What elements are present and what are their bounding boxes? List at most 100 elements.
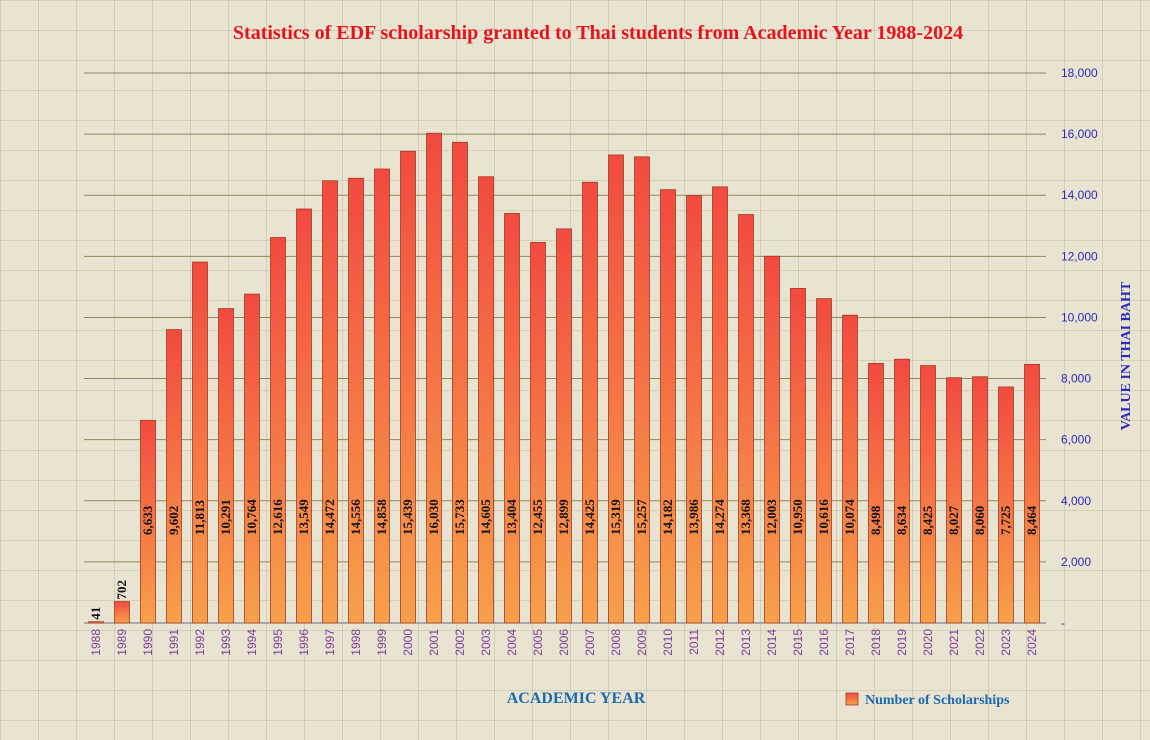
bar xyxy=(218,308,234,624)
bar xyxy=(634,156,650,624)
y-tick-label: 6,000 xyxy=(1061,433,1091,447)
data-label: 8,425 xyxy=(920,505,935,535)
y-tick-label: 18,000 xyxy=(1061,66,1098,80)
legend: Number of Scholarships xyxy=(845,692,1010,708)
bar xyxy=(608,154,624,624)
x-tick-label: 1991 xyxy=(167,629,181,656)
x-tick-label: 2022 xyxy=(973,629,987,656)
bar xyxy=(738,214,754,624)
x-tick-label: 2013 xyxy=(739,629,753,656)
bar xyxy=(868,362,884,624)
x-tick-label: 1990 xyxy=(141,629,155,656)
x-tick-label: 1988 xyxy=(89,629,103,656)
bar xyxy=(348,177,364,624)
data-label: 13,986 xyxy=(686,499,701,535)
bar xyxy=(478,176,494,624)
x-tick-label: 2003 xyxy=(479,629,493,656)
bar xyxy=(504,213,520,624)
y-tick-label: 10,000 xyxy=(1061,310,1098,324)
bar xyxy=(920,365,936,624)
data-label: 13,404 xyxy=(504,499,519,535)
y-tick-label: - xyxy=(1061,616,1065,630)
data-label: 8,027 xyxy=(946,505,961,535)
data-label: 10,616 xyxy=(816,499,831,535)
x-tick-label: 2016 xyxy=(817,629,831,656)
x-tick-label: 2015 xyxy=(791,629,805,656)
data-label: 11,813 xyxy=(192,499,207,535)
data-label: 15,733 xyxy=(452,499,467,535)
data-label: 12,003 xyxy=(764,499,779,535)
data-label: 6,633 xyxy=(140,505,155,535)
data-label: 10,074 xyxy=(842,499,857,535)
bar xyxy=(1024,363,1040,624)
data-label: 10,764 xyxy=(244,499,259,535)
x-tick-label: 2004 xyxy=(505,629,519,656)
data-label: 8,634 xyxy=(894,505,909,535)
y-tick-label: 16,000 xyxy=(1061,127,1098,141)
x-tick-label: 2000 xyxy=(401,629,415,656)
x-tick-label: 2011 xyxy=(687,629,701,655)
x-tick-label: 2006 xyxy=(557,629,571,656)
x-tick-label: 2010 xyxy=(661,629,675,656)
x-tick-label: 2019 xyxy=(895,629,909,656)
bar xyxy=(712,186,728,624)
bar xyxy=(582,181,598,624)
y-tick-label: 8,000 xyxy=(1061,372,1091,386)
data-label: 15,439 xyxy=(400,499,415,535)
x-tick-label: 2005 xyxy=(531,629,545,656)
data-label: 14,425 xyxy=(582,499,597,535)
y-tick-label: 14,000 xyxy=(1061,188,1098,202)
data-label: 14,858 xyxy=(374,499,389,535)
bar xyxy=(764,255,780,624)
data-label: 13,549 xyxy=(296,499,311,535)
x-tick-label: 2014 xyxy=(765,629,779,656)
x-tick-label: 1989 xyxy=(115,629,129,656)
x-tick-label: 2001 xyxy=(427,629,441,656)
bar xyxy=(166,329,182,624)
x-tick-label: 1999 xyxy=(375,629,389,656)
y-tick-labels: - 2,000 4,000 6,000 8,000 10,000 12,000 14,000 1… xyxy=(1061,66,1098,630)
x-tick-label: 1993 xyxy=(219,629,233,656)
bar xyxy=(894,358,910,624)
bar xyxy=(192,261,208,624)
bar xyxy=(88,621,104,624)
legend-label: Number of Scholarships xyxy=(865,693,1010,708)
data-label: 16,030 xyxy=(426,499,441,535)
legend-swatch xyxy=(845,692,859,706)
data-label: 8,464 xyxy=(1024,505,1039,535)
bar xyxy=(374,168,390,624)
x-axis-label: ACADEMIC YEAR xyxy=(507,690,646,707)
data-label: 10,950 xyxy=(790,499,805,535)
data-label: 12,616 xyxy=(270,499,285,535)
bar xyxy=(296,208,312,624)
bar xyxy=(842,314,858,624)
chart-title: Statistics of EDF scholarship granted to… xyxy=(233,22,963,44)
x-tick-label: 2012 xyxy=(713,629,727,656)
x-tick-label: 1994 xyxy=(245,629,259,656)
data-label: 41 xyxy=(88,607,103,620)
bar xyxy=(244,293,260,624)
data-label: 10,291 xyxy=(218,499,233,535)
x-tick-label: 1995 xyxy=(271,629,285,656)
x-tick-label: 2017 xyxy=(843,629,857,656)
data-label: 12,899 xyxy=(556,499,571,535)
data-label: 8,498 xyxy=(868,505,883,535)
x-tick-label: 1996 xyxy=(297,629,311,656)
data-label: 14,472 xyxy=(322,499,337,535)
bar xyxy=(686,195,702,624)
data-label: 702 xyxy=(114,580,129,600)
data-label: 13,368 xyxy=(738,499,753,535)
data-label: 15,257 xyxy=(634,499,649,535)
x-tick-label: 1998 xyxy=(349,629,363,656)
bar xyxy=(816,298,832,624)
data-label: 14,182 xyxy=(660,499,675,535)
x-tick-label: 2023 xyxy=(999,629,1013,656)
bar xyxy=(660,189,676,624)
y-tick-label: 4,000 xyxy=(1061,494,1091,508)
data-label: 9,602 xyxy=(166,506,181,535)
x-tick-label: 2002 xyxy=(453,629,467,656)
x-tick-label: 2018 xyxy=(869,629,883,656)
data-label: 14,556 xyxy=(348,499,363,535)
data-label: 8,060 xyxy=(972,506,987,535)
